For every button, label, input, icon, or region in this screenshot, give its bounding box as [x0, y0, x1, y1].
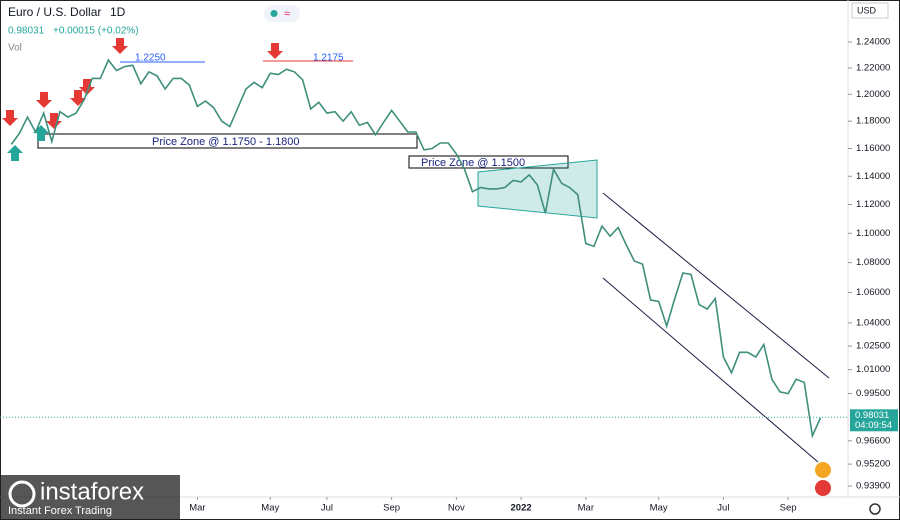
y-tick-label: 1.08000: [856, 257, 890, 268]
last-price: 0.98031: [8, 26, 45, 37]
countdown: 04:09:54: [855, 420, 892, 431]
y-tick-label: 0.96600: [856, 435, 890, 446]
chart-title: Euro / U.S. Dollar: [8, 5, 101, 19]
last-price-label: 0.98031: [855, 410, 889, 421]
x-tick-label: May: [650, 503, 668, 514]
interval: 1D: [110, 5, 126, 19]
down-arrow: [2, 110, 18, 126]
channel-line: [602, 277, 819, 463]
currency: USD: [857, 5, 877, 15]
x-tick-label: Mar: [578, 503, 594, 514]
price-change: +0.00015 (+0.02%): [53, 26, 139, 37]
last-price-box: [850, 409, 898, 432]
x-tick-label: Jul: [321, 503, 333, 514]
y-tick-label: 0.99500: [856, 388, 890, 399]
zone-label: Price Zone @ 1.1750 - 1.1800: [152, 136, 300, 148]
watermark-brand: instaforex: [40, 478, 144, 505]
zone-label: Price Zone @ 1.1500: [421, 157, 525, 169]
event-icon[interactable]: [815, 462, 831, 478]
y-tick-label: 1.14000: [856, 171, 890, 182]
currency-box[interactable]: [851, 2, 889, 19]
y-tick-label: 1.04000: [856, 317, 890, 328]
settings-icon[interactable]: [869, 503, 881, 515]
level-label: 1.2175: [313, 53, 344, 64]
y-tick-label: 1.16000: [856, 143, 890, 154]
y-tick-label: 0.95200: [856, 459, 890, 470]
down-arrow: [267, 43, 283, 59]
triangle-pattern: [477, 159, 598, 219]
status-dot: [270, 10, 278, 17]
watermark-tagline: Instant Forex Trading: [8, 505, 112, 517]
x-tick-label: Sep: [780, 503, 797, 514]
y-tick-label: 1.02500: [856, 341, 890, 352]
y-tick-label: 1.01000: [856, 364, 890, 375]
level-label: 1.2250: [135, 53, 166, 64]
x-tick-label: Mar: [189, 503, 205, 514]
channel-line: [602, 192, 830, 379]
axes: 1.24000 1.22000 1.20000 1.18000 1.16000 1.140…: [189, 36, 890, 513]
down-arrow: [112, 38, 128, 54]
x-tick-label: Nov: [448, 503, 465, 514]
y-tick-label: 1.24000: [856, 36, 890, 47]
price-zone: [408, 155, 569, 169]
x-tick-label: May: [261, 503, 279, 514]
y-tick-label: 1.10000: [856, 228, 890, 239]
x-tick-label: Jul: [717, 503, 729, 514]
indicator-pill[interactable]: [264, 5, 300, 22]
y-tick-label: 1.20000: [856, 89, 890, 100]
y-tick-label: 1.18000: [856, 116, 890, 127]
price-line: [10, 58, 822, 439]
y-tick-label: 0.93900: [856, 481, 890, 492]
watermark-box: [0, 475, 180, 520]
down-arrow: [36, 92, 52, 108]
up-arrow: [7, 145, 23, 161]
x-tick-label: Sep: [383, 503, 400, 514]
x-tick-label: 2022: [511, 503, 532, 514]
pill-icon: ≈: [284, 8, 290, 20]
event-icon[interactable]: [815, 480, 831, 496]
volume-label: Vol: [8, 43, 22, 54]
watermark-logo: [8, 480, 36, 508]
y-tick-label: 1.06000: [856, 287, 890, 298]
y-tick-label: 1.12000: [856, 199, 890, 210]
y-tick-label: 1.22000: [856, 62, 890, 73]
